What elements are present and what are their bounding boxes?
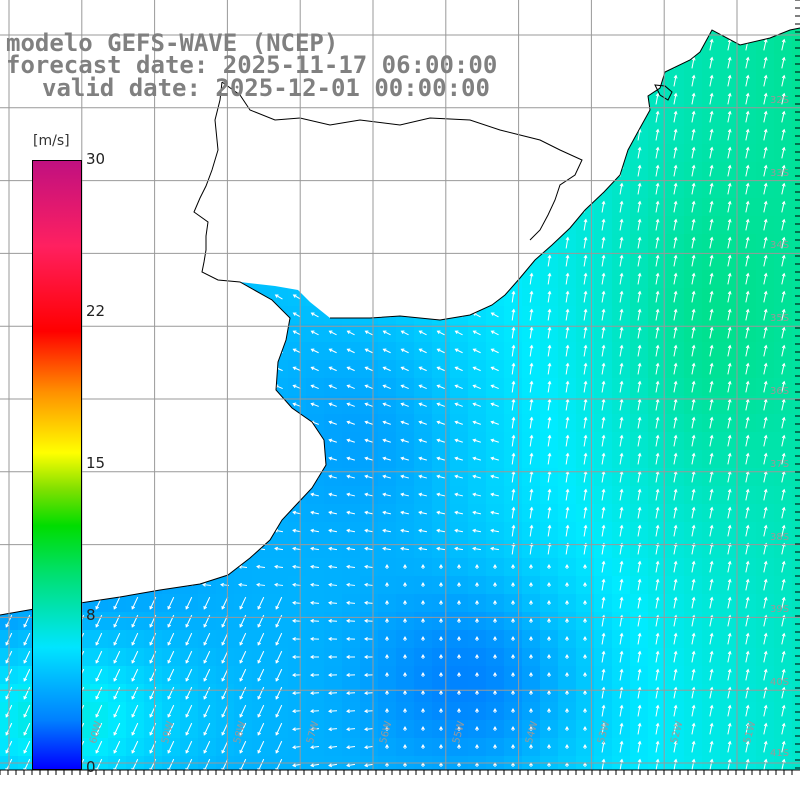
coastline-argentina xyxy=(0,81,327,616)
land-coast-north xyxy=(712,0,800,45)
colorbar-unit: [m/s] xyxy=(33,133,70,149)
lat-label: 36S xyxy=(770,386,790,397)
border-line xyxy=(221,81,583,241)
lat-label: 40S xyxy=(770,677,790,688)
model-title: modelo GEFS-WAVE (NCEP) xyxy=(6,29,339,57)
colorbar-tick-30: 30 xyxy=(86,150,106,168)
valid-date: valid date: 2025-12-01 00:00:00 xyxy=(42,74,490,102)
colorbar-tick-15: 15 xyxy=(86,454,106,472)
coastline-uruguay-brazil xyxy=(330,27,800,321)
lat-label: 32S xyxy=(770,95,790,106)
lat-label: 38S xyxy=(770,532,790,543)
colorbar xyxy=(32,160,82,770)
lat-label: 34S xyxy=(770,240,790,251)
colorbar-tick-22: 22 xyxy=(86,302,106,320)
colorbar-tick-0: 0 xyxy=(86,758,96,776)
colorbar-tick-8: 8 xyxy=(86,606,96,624)
lat-label: 33S xyxy=(770,168,790,179)
lagoon-outline xyxy=(654,84,673,101)
forecast-date: forecast date: 2025-11-17 06:00:00 xyxy=(6,51,498,79)
lat-label: 41S xyxy=(770,748,790,759)
lat-label: 37S xyxy=(770,459,790,470)
lat-label: 35S xyxy=(770,313,790,324)
graticule xyxy=(0,0,800,770)
land-uruguay-brazil xyxy=(0,0,712,320)
lat-label: 39S xyxy=(770,604,790,615)
